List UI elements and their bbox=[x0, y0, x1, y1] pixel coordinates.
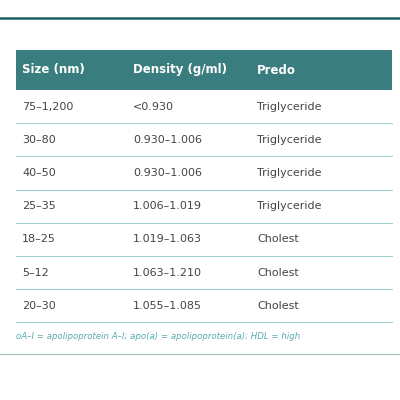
Text: 40–50: 40–50 bbox=[22, 168, 56, 178]
Text: 25–35: 25–35 bbox=[22, 201, 56, 211]
Text: 1.019–1.063: 1.019–1.063 bbox=[133, 234, 202, 244]
Text: 75–1,200: 75–1,200 bbox=[22, 102, 73, 112]
Text: Triglyceride: Triglyceride bbox=[257, 168, 322, 178]
Text: 0.930–1.006: 0.930–1.006 bbox=[133, 135, 202, 145]
Text: 1.063–1.210: 1.063–1.210 bbox=[133, 268, 202, 278]
Text: 30–80: 30–80 bbox=[22, 135, 56, 145]
Text: 1.055–1.085: 1.055–1.085 bbox=[133, 301, 202, 311]
Text: 1.006–1.019: 1.006–1.019 bbox=[133, 201, 202, 211]
Text: 0.930–1.006: 0.930–1.006 bbox=[133, 168, 202, 178]
Text: oA–I = apolipoprotein A–I; apo(a) = apolipoprotein(a); HDL = high: oA–I = apolipoprotein A–I; apo(a) = apol… bbox=[16, 332, 300, 342]
Text: Triglyceride: Triglyceride bbox=[257, 135, 322, 145]
Text: Density (g/ml): Density (g/ml) bbox=[133, 64, 227, 76]
Text: Cholest: Cholest bbox=[257, 234, 299, 244]
Text: Cholest: Cholest bbox=[257, 268, 299, 278]
Text: Triglyceride: Triglyceride bbox=[257, 201, 322, 211]
Bar bbox=[16, 50, 392, 90]
Text: Predo: Predo bbox=[257, 64, 296, 76]
Text: 5–12: 5–12 bbox=[22, 268, 49, 278]
Text: Triglyceride: Triglyceride bbox=[257, 102, 322, 112]
Text: 18–25: 18–25 bbox=[22, 234, 56, 244]
Text: 20–30: 20–30 bbox=[22, 301, 56, 311]
Text: Size (nm): Size (nm) bbox=[22, 64, 85, 76]
Text: <0.930: <0.930 bbox=[133, 102, 174, 112]
Text: Cholest: Cholest bbox=[257, 301, 299, 311]
